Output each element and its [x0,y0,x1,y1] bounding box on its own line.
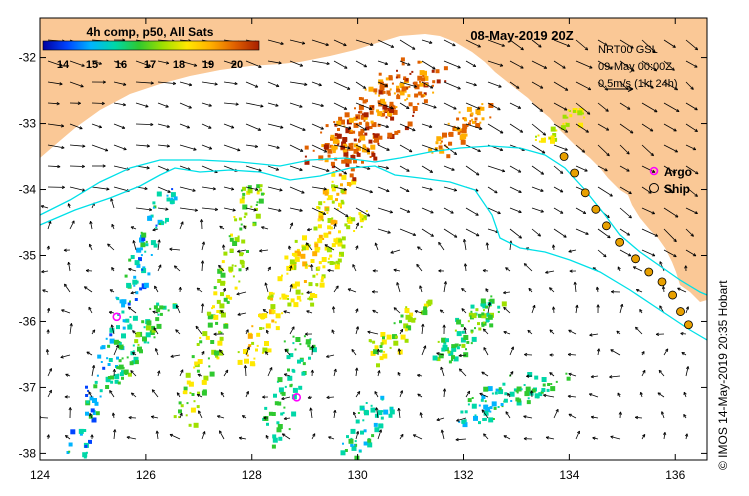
colorbar-tick-label: 14 [57,59,70,71]
argo-float-marker [112,312,122,322]
lon-tick-label: 126 [136,468,156,482]
shelf-contour-200m [40,145,707,296]
ship-position-marker [602,221,611,231]
lat-tick-label: -32 [19,51,37,65]
ship-position-marker [684,320,693,330]
lat-tick-label: -36 [19,314,37,328]
colorbar-tick-label: 20 [231,59,243,71]
map-frame [39,17,708,461]
lat-tick-label: -34 [19,183,37,197]
argo-marker-icon [649,166,659,176]
latitude-axis: -32 -33 -34 -35 -36 -37 -38 [19,51,707,460]
legend-argo-label: Argo [664,165,692,179]
ship-position-marker [559,152,569,161]
vector-scale-label: 0.5m/s (1kt 24h) [598,78,677,90]
ship-position-marker [668,290,677,300]
lat-tick-label: -33 [19,117,37,131]
longitude-axis: 124 126 128 130 132 134 136 [30,18,686,482]
colorbar-tick-label: 18 [173,59,185,71]
lon-tick-label: 128 [242,468,262,482]
colorbar-ticks: 14 15 16 17 18 19 20 [57,59,243,71]
lon-tick-label: 124 [30,468,50,482]
imos-credit: © IMOS 14-May-2019 20:35 Hobart [716,280,730,470]
colorbar-label: 4h comp, p50, All Sats [87,25,214,39]
ship-marker-icon [649,183,659,193]
lon-tick-label: 136 [665,468,685,482]
legend-argo: Argo [649,165,692,179]
colorbar-tick-label: 19 [202,59,214,71]
colorbar-tick-label: 16 [115,59,127,71]
colorbar [42,40,260,51]
map-title: 08-May-2019 20Z [470,28,573,43]
scale-arrow-icon [607,86,634,92]
product-label: NRT00 GSL [598,44,658,56]
shelf-contour-2000m [40,165,707,341]
lon-tick-label: 130 [348,468,368,482]
lon-tick-label: 132 [453,468,473,482]
ship-position-marker [615,237,625,247]
ship-position-marker [570,168,580,178]
lat-tick-label: -35 [19,248,37,262]
lon-tick-label: 134 [559,468,579,482]
argo-float-marker [292,393,302,402]
ship-position-marker [676,307,685,316]
lat-tick-label: -37 [19,380,37,394]
ship-position-marker [644,267,654,277]
ship-position-marker [631,254,640,264]
legend-ship: Ship [649,182,690,196]
ship-position-marker [580,188,590,198]
ship-position-marker [591,204,601,214]
ship-track [559,152,693,330]
colorbar-tick-label: 15 [86,59,98,71]
legend-ship-label: Ship [664,182,690,196]
product-time: 09-May 00:00Z [598,61,672,73]
current-vectors [40,38,699,442]
ship-position-marker [657,277,667,287]
argo-floats [112,312,302,402]
australian-coastline-land [40,18,707,302]
lat-tick-label: -38 [19,446,37,460]
sst-pixels [66,57,586,460]
colorbar-tick-label: 17 [144,59,156,71]
